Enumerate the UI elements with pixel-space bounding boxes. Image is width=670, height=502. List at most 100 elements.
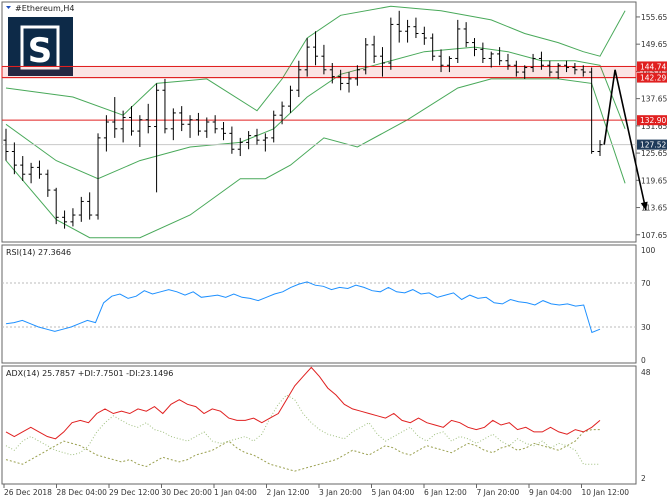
rsi-line (5, 281, 601, 334)
ohlc-bar (446, 56, 452, 73)
ohlc-bar (279, 101, 285, 125)
ohlc-bar (580, 65, 586, 77)
ohlc-bar (572, 63, 578, 75)
ohlc-bar (538, 51, 544, 70)
ohlc-bar (338, 69, 344, 91)
resistance-price-label: 132.90 (640, 116, 666, 125)
ohlc-bar (195, 112, 201, 136)
ohlc-bar (530, 53, 536, 73)
ohlc-bar (388, 17, 394, 70)
ohlc-bar (95, 133, 101, 220)
candlestick-series (3, 10, 603, 229)
resistance-price-badge (637, 61, 667, 72)
di-minus-line (5, 429, 600, 472)
ohlc-bar (145, 103, 151, 134)
ohlc-bar (405, 19, 411, 43)
ohlc-bar (379, 47, 385, 77)
adx-tick-label: 48 (641, 368, 651, 377)
ohlc-bar (246, 131, 252, 150)
time-tick-label: 28 Dec 04:00 (57, 488, 108, 497)
resistance-price-label: 144.74 (640, 62, 666, 71)
ohlc-bar (53, 187, 59, 225)
dropdown-triangle-icon[interactable] (6, 6, 11, 9)
ohlc-bar (28, 162, 34, 184)
ohlc-bar (438, 49, 444, 73)
time-tick-label: 1 Jan 04:00 (214, 488, 257, 497)
adx-pane[interactable] (1, 365, 637, 485)
time-tick-label: 6 Jan 12:00 (424, 488, 467, 497)
ohlc-bar (455, 19, 461, 63)
price-tick-label: 107.65 (641, 231, 667, 240)
resistance-price-badge (637, 115, 667, 126)
ohlc-bar (522, 65, 528, 79)
ohlc-bar (497, 47, 503, 66)
ohlc-bar (488, 51, 494, 68)
chart-header[interactable]: #Ethereum,H4 (6, 4, 74, 13)
ohlc-bar (313, 31, 319, 66)
ohlc-bar (413, 17, 419, 39)
time-tick-label: 3 Jan 20:00 (319, 488, 362, 497)
ohlc-bar (237, 137, 243, 157)
ohlc-bar (137, 115, 143, 147)
logo-glyph: S (28, 31, 53, 71)
adx-line (5, 366, 601, 440)
price-axis: 155.65 149.65 143.65 137.65 131.65 125.65 119.… (636, 13, 667, 240)
adx-tick-label: 2 (641, 474, 646, 483)
chart-title: #Ethereum,H4 (15, 4, 74, 13)
ohlc-bar (363, 38, 369, 75)
ohlc-bar (254, 128, 260, 145)
ohlc-bar (329, 63, 335, 84)
ohlc-bar (346, 72, 352, 93)
rsi-pane[interactable] (1, 244, 637, 364)
price-tick-label: 113.65 (641, 204, 667, 213)
ohlc-bar (371, 35, 377, 63)
ohlc-bar (354, 65, 360, 86)
ohlc-bar (304, 38, 310, 77)
rsi-tick-label: 70 (641, 279, 651, 288)
ohlc-bar (430, 33, 436, 61)
price-tick-label: 119.65 (641, 176, 667, 185)
ohlc-bar (162, 78, 168, 134)
ohlc-bar (421, 26, 427, 45)
ohlc-bar (128, 106, 134, 136)
projection-path (603, 69, 647, 211)
ohlc-bar (321, 44, 327, 75)
resistance-zone (1, 65, 637, 79)
resistance-price-badge (637, 72, 667, 83)
ohlc-bar (396, 10, 402, 43)
time-tick-label: 9 Jan 04:00 (529, 488, 572, 497)
ohlc-bar (221, 122, 227, 141)
ohlc-bar (103, 115, 109, 152)
price-tick-label: 143.65 (641, 67, 667, 76)
ohlc-bar (212, 115, 218, 134)
rsi-title: RSI(14) 27.3646 (6, 248, 71, 257)
ohlc-bar (20, 156, 26, 181)
rsi-tick-label: 30 (641, 323, 651, 332)
time-tick-label: 29 Dec 12:00 (109, 488, 160, 497)
ohlc-bar (170, 108, 176, 141)
ohlc-bar (271, 110, 277, 143)
time-tick-label: 26 Dec 2018 (4, 488, 52, 497)
ohlc-bar (296, 60, 302, 98)
ohlc-bar (70, 208, 76, 227)
time-tick-label: 5 Jan 04:00 (372, 488, 415, 497)
ohlc-bar (87, 192, 93, 220)
resistance-levels: 144.74 142.29 132.90 127.52 (1, 61, 667, 150)
price-tick-label: 155.65 (641, 13, 667, 22)
ohlc-bar (11, 142, 17, 175)
current-price-label: 127.52 (640, 141, 666, 150)
resistance-price-label: 142.29 (640, 74, 666, 83)
rsi-tick-label: 0 (641, 356, 646, 365)
ohlc-bar (547, 60, 553, 77)
rsi-tick-label: 100 (641, 246, 656, 255)
ohlc-bar (3, 128, 9, 161)
ohlc-bar (36, 160, 42, 179)
time-tick-label: 7 Jan 20:00 (477, 488, 520, 497)
time-tick-label: 30 Dec 20:00 (162, 488, 213, 497)
ohlc-bar (179, 106, 185, 132)
ohlc-bar (154, 83, 160, 193)
ohlc-bar (62, 210, 68, 229)
ohlc-bar (112, 97, 118, 138)
ohlc-bar (45, 169, 51, 197)
